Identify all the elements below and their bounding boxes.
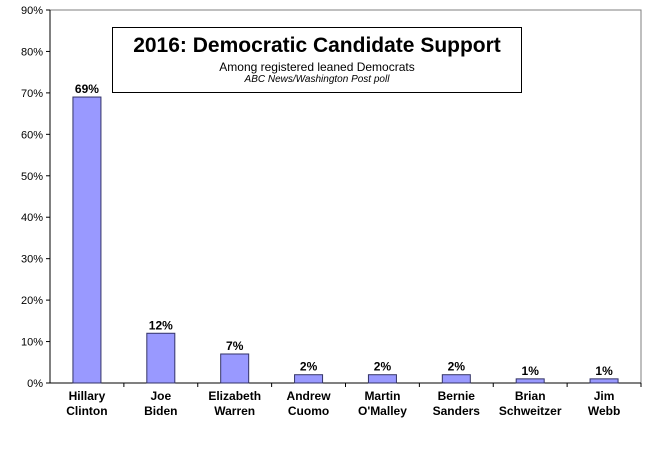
x-tick-label: Sanders bbox=[433, 404, 481, 418]
data-label: 1% bbox=[595, 364, 613, 378]
bar bbox=[441, 374, 471, 384]
bar bbox=[146, 332, 176, 384]
x-tick-label: Joe bbox=[150, 389, 171, 403]
x-tick-label: O'Malley bbox=[358, 404, 407, 418]
x-tick-label: Warren bbox=[214, 404, 255, 418]
bar bbox=[589, 378, 619, 384]
y-tick-label: 60% bbox=[21, 129, 43, 141]
x-tick-label: Elizabeth bbox=[208, 389, 261, 403]
bars: 69% 12% 7% 2% 2% 2% 1% 1% bbox=[72, 82, 619, 384]
y-tick-label: 0% bbox=[27, 378, 43, 390]
y-tick-label: 50% bbox=[21, 171, 43, 183]
data-label: 2% bbox=[448, 360, 466, 374]
chart-source: ABC News/Washington Post poll bbox=[244, 74, 390, 85]
x-tick-label: Bernie bbox=[438, 389, 476, 403]
chart-subtitle: Among registered leaned Democrats bbox=[219, 60, 415, 74]
x-tick-label: Andrew bbox=[287, 389, 332, 403]
y-tick-label: 30% bbox=[21, 254, 43, 266]
x-tick-label: Martin bbox=[364, 389, 400, 403]
y-tick-label: 80% bbox=[21, 46, 43, 58]
x-tick-label: Webb bbox=[588, 404, 620, 418]
y-tick-label: 20% bbox=[21, 295, 43, 307]
x-tick-label: Clinton bbox=[66, 404, 107, 418]
x-tick-label: Biden bbox=[144, 404, 177, 418]
x-tick-label: Brian bbox=[515, 389, 546, 403]
bar bbox=[367, 374, 397, 384]
chart-title-box: 2016: Democratic Candidate Support Among… bbox=[112, 27, 522, 93]
bar bbox=[294, 374, 324, 384]
data-label: 2% bbox=[300, 360, 318, 374]
x-tick-label: Cuomo bbox=[288, 404, 329, 418]
data-label: 12% bbox=[149, 318, 173, 332]
data-label: 7% bbox=[226, 339, 244, 353]
data-label: 69% bbox=[75, 82, 99, 96]
x-tick-label: Schweitzer bbox=[499, 404, 562, 418]
y-tick-label: 40% bbox=[21, 212, 43, 224]
y-tick-label: 90% bbox=[21, 5, 43, 17]
y-axis-ticks: 0% 10% 20% 30% 40% 50% 60% 70% 80% 90% bbox=[21, 5, 50, 390]
data-label: 1% bbox=[522, 364, 540, 378]
bar bbox=[72, 96, 102, 384]
bar bbox=[515, 378, 545, 384]
data-label: 2% bbox=[374, 360, 392, 374]
y-tick-label: 70% bbox=[21, 88, 43, 100]
bar bbox=[220, 353, 250, 384]
x-tick-label: Jim bbox=[594, 389, 615, 403]
y-tick-label: 10% bbox=[21, 337, 43, 349]
x-tick-label: Hillary bbox=[69, 389, 106, 403]
chart-title: 2016: Democratic Candidate Support bbox=[133, 34, 501, 57]
